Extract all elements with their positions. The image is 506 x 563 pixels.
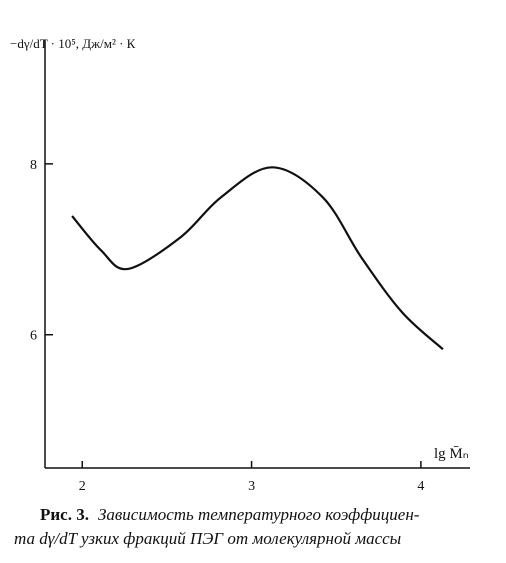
caption-line: та dγ/dT узких фракций ПЭГ от молекулярн… [14,529,401,548]
caption-line: Зависимость температурного коэффициен- [98,505,420,524]
x-tick-label: 2 [79,479,86,494]
x-tick-label: 4 [417,479,424,494]
y-tick-label: 6 [30,329,37,344]
y-tick-label: 8 [30,158,37,173]
x-tick-label: 3 [248,479,255,494]
curve [71,166,444,351]
caption-label: Рис. 3. [40,505,89,524]
y-axis-label: −dγ/dT · 10⁵, Дж/м² · К [10,36,136,51]
x-axis-label: lg M̄ₙ [434,446,469,462]
